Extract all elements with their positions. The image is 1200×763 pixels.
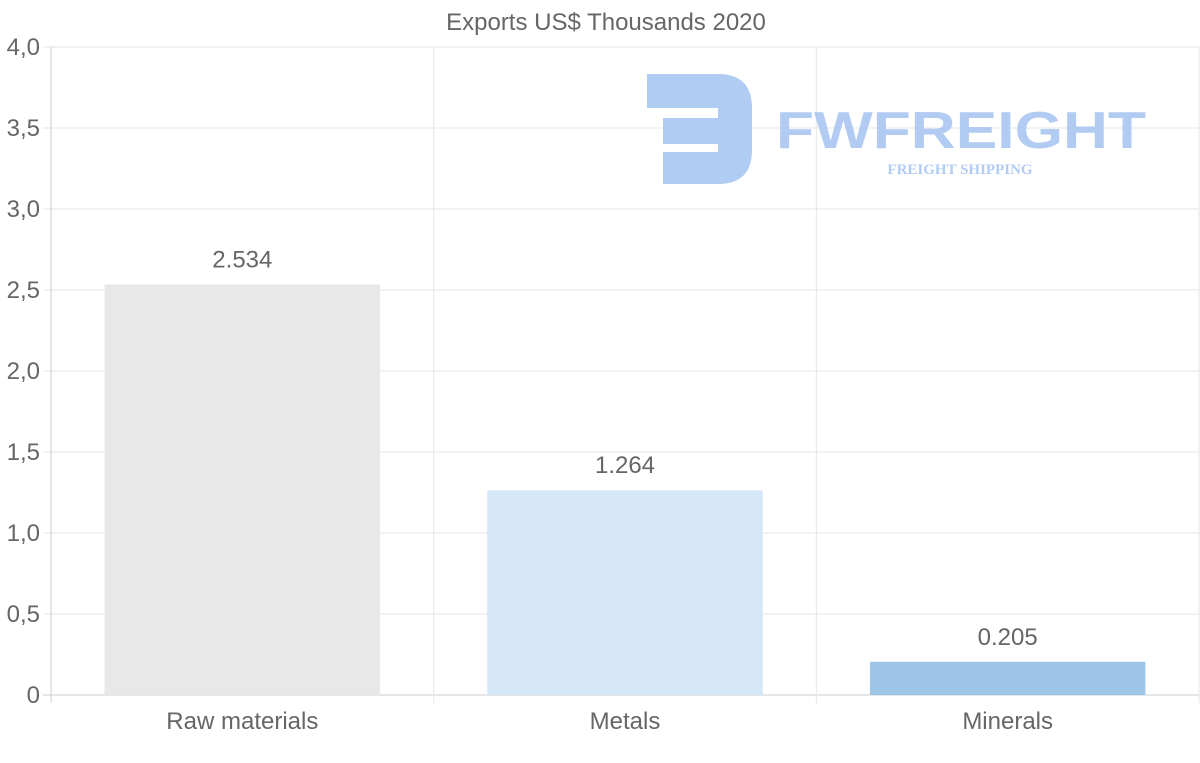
y-tick-label: 1,0 [7, 520, 40, 547]
x-tick-label: Minerals [962, 708, 1053, 735]
fw-logo-icon [647, 74, 752, 184]
data-labels: 2.534 1.264 0.205 [212, 246, 1037, 650]
x-axis-labels: Raw materials Metals Minerals [166, 708, 1053, 735]
data-label: 0.205 [978, 624, 1038, 651]
y-axis-labels: 0 0,5 1,0 1,5 2,0 2,5 3,0 3,5 4,0 [7, 34, 40, 709]
y-tick-label: 0 [27, 682, 40, 709]
data-label: 1.264 [595, 452, 655, 479]
y-tick-label: 2,5 [7, 277, 40, 304]
bars [104, 284, 1146, 695]
watermark-name: FWFREIGHT [776, 102, 1146, 160]
watermark-logo: FWFREIGHT FREIGHT SHIPPING [647, 74, 1146, 184]
x-tick-label: Raw materials [166, 708, 318, 735]
bar-metals[interactable] [487, 490, 763, 695]
y-tick-label: 1,5 [7, 439, 40, 466]
data-label: 2.534 [212, 246, 272, 273]
x-tick-label: Metals [590, 708, 661, 735]
y-tick-label: 0,5 [7, 601, 40, 628]
bar-raw-materials[interactable] [104, 284, 381, 695]
y-tick-label: 3,0 [7, 196, 40, 223]
y-tick-label: 4,0 [7, 34, 40, 61]
y-tick-label: 3,5 [7, 115, 40, 142]
watermark-tagline: FREIGHT SHIPPING [887, 162, 1032, 178]
y-tick-label: 2,0 [7, 358, 40, 385]
bar-minerals[interactable] [869, 661, 1146, 695]
chart-title: Exports US$ Thousands 2020 [446, 9, 766, 36]
